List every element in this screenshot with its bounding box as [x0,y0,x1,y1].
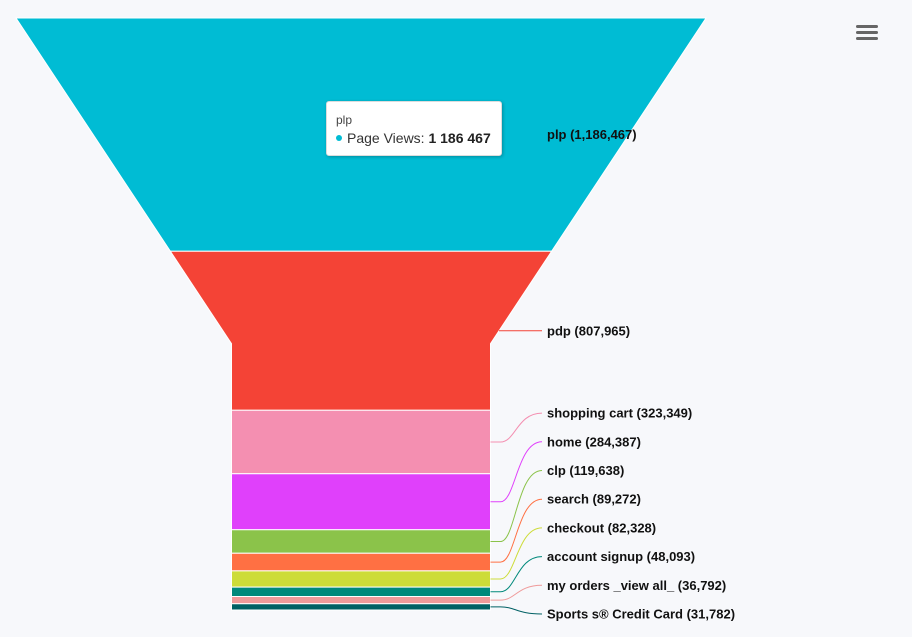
data-label: Sports s® Credit Card (31,782) [547,607,735,622]
tooltip-series-label: Page Views: [347,130,425,146]
data-label: my orders _view all_ (36,792) [547,578,726,593]
tooltip-title: plp [336,113,353,127]
data-label: pdp (807,965) [547,323,630,338]
data-label: checkout (82,328) [547,520,656,535]
data-label-connector [490,584,543,601]
data-label-connector [490,556,543,593]
tooltip-row: Page Views: 1 186 467 [336,130,491,146]
data-label: plp (1,186,467) [547,127,637,142]
funnel-segment-my-orders-view-all[interactable] [231,596,491,605]
funnel-segment-shopping-cart[interactable] [231,409,491,475]
funnel-segment-search[interactable] [231,552,491,572]
data-label: clp (119,638) [547,463,624,478]
funnel-segment-checkout[interactable] [231,570,491,588]
data-label-connector [490,498,543,563]
data-label: shopping cart (323,349) [547,406,692,421]
funnel-segment-clp[interactable] [231,529,491,554]
data-label: home (284,387) [547,434,641,449]
data-label-connector [490,441,543,503]
funnel-segment-account-signup[interactable] [231,586,491,597]
data-label: account signup (48,093) [547,549,695,564]
data-label-connector [490,470,543,543]
chart-tooltip: plp Page Views: 1 186 467 [326,101,502,156]
data-label-connector [490,606,543,615]
data-label-connector [490,527,543,580]
tooltip-value: 1 186 467 [428,130,491,146]
funnel-segment-home[interactable] [231,473,491,531]
hamburger-icon[interactable] [854,22,880,44]
data-label-connector [490,412,543,443]
tooltip-series-dot [336,135,342,142]
data-label: search (89,272) [547,492,641,507]
funnel-segment-sports-s-credit-card[interactable] [231,603,491,611]
funnel-segment-pdp[interactable] [169,250,553,411]
